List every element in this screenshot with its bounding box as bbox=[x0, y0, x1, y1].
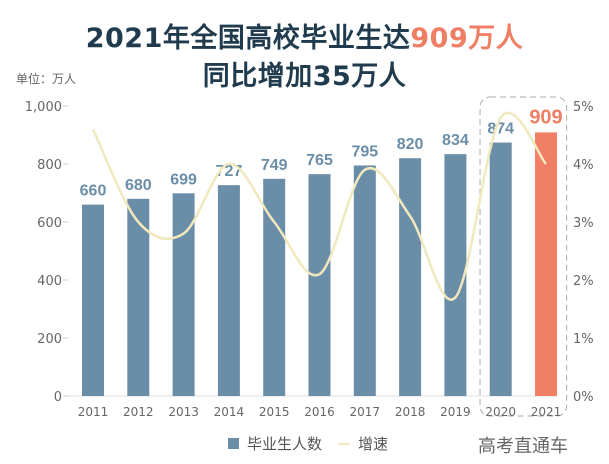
legend-line-label: 增速 bbox=[358, 435, 389, 453]
bar-2013 bbox=[172, 193, 195, 396]
unit-label: 单位：万人 bbox=[16, 72, 77, 86]
highlight-box bbox=[479, 96, 568, 417]
bar-value-label-2017: 795 bbox=[351, 143, 378, 160]
legend-line-swatch bbox=[338, 442, 351, 445]
right-tick-label: 5% bbox=[573, 100, 594, 115]
bar-2017 bbox=[353, 165, 376, 396]
watermark: 高考直通车 bbox=[478, 436, 568, 457]
bar-value-label-2016: 765 bbox=[306, 152, 333, 169]
x-tick-label: 2011 bbox=[78, 405, 109, 419]
bar-value-label-2013: 699 bbox=[170, 171, 197, 188]
chart-title-line1: 2021年全国高校毕业生达909万人 bbox=[0, 16, 609, 55]
right-tick-label: 0% bbox=[573, 390, 594, 405]
bar-value-label-2018: 820 bbox=[397, 136, 424, 153]
x-tick-label: 2021 bbox=[531, 405, 562, 419]
x-tick-label: 2016 bbox=[304, 405, 335, 419]
x-tick-label: 2018 bbox=[395, 405, 426, 419]
growth-rate-line bbox=[91, 111, 547, 301]
left-tick-label: 200 bbox=[37, 332, 62, 347]
bar-2021 bbox=[535, 132, 557, 396]
x-tick-label: 2012 bbox=[123, 405, 154, 419]
x-tick-label: 2015 bbox=[259, 405, 290, 419]
right-tick-label: 1% bbox=[573, 332, 594, 347]
title-prefix: 2021年全国高校毕业生达 bbox=[85, 23, 411, 54]
right-tick-label: 3% bbox=[573, 216, 594, 231]
bar-value-label-2011: 660 bbox=[80, 183, 107, 200]
bar-2011 bbox=[82, 204, 104, 396]
x-tick-label: 2020 bbox=[485, 405, 516, 419]
bar-value-label-2021: 909 bbox=[529, 106, 562, 128]
right-tick-label: 4% bbox=[573, 158, 594, 173]
bar-2018 bbox=[399, 158, 422, 396]
x-tick-label: 2017 bbox=[350, 405, 381, 419]
title-highlight: 909万人 bbox=[410, 23, 524, 54]
left-tick-label: 800 bbox=[37, 158, 62, 173]
bar-2016 bbox=[308, 174, 331, 396]
left-tick-label: 1,000 bbox=[25, 100, 62, 115]
x-tick-label: 2013 bbox=[168, 405, 199, 419]
left-tick-label: 600 bbox=[37, 216, 62, 231]
x-tick-label: 2014 bbox=[214, 405, 245, 419]
x-tick-label: 2019 bbox=[440, 405, 471, 419]
legend: 毕业生人数 增速 bbox=[228, 433, 388, 454]
bar-value-label-2015: 749 bbox=[261, 157, 288, 174]
bar-2019 bbox=[444, 154, 467, 396]
bar-2015 bbox=[263, 178, 286, 396]
bar-value-label-2019: 834 bbox=[442, 132, 469, 149]
bar-2014 bbox=[217, 185, 240, 396]
legend-bar-label: 毕业生人数 bbox=[247, 435, 323, 453]
left-tick-label: 400 bbox=[37, 274, 62, 289]
left-tick-label: 0 bbox=[54, 390, 62, 405]
right-tick-label: 2% bbox=[573, 274, 594, 289]
bar-value-label-2012: 680 bbox=[125, 177, 152, 194]
bar-2012 bbox=[127, 198, 150, 396]
chart-title-line2: 同比增加35万人 bbox=[202, 61, 407, 92]
legend-bar-swatch bbox=[228, 438, 239, 449]
bar-2020 bbox=[489, 142, 512, 396]
bar-value-label-2020: 874 bbox=[487, 121, 514, 138]
